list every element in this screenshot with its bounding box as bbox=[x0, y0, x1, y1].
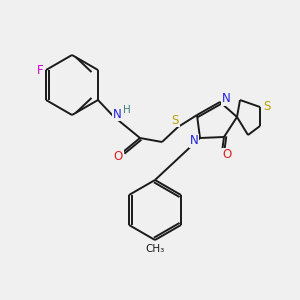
Text: O: O bbox=[222, 148, 232, 161]
Text: H: H bbox=[123, 105, 131, 115]
Text: N: N bbox=[190, 134, 198, 148]
Text: S: S bbox=[263, 100, 271, 113]
Text: N: N bbox=[222, 92, 230, 106]
Text: CH₃: CH₃ bbox=[146, 244, 165, 254]
Text: F: F bbox=[37, 64, 43, 76]
Text: O: O bbox=[113, 149, 123, 163]
Text: S: S bbox=[171, 113, 179, 127]
Text: N: N bbox=[112, 107, 122, 121]
